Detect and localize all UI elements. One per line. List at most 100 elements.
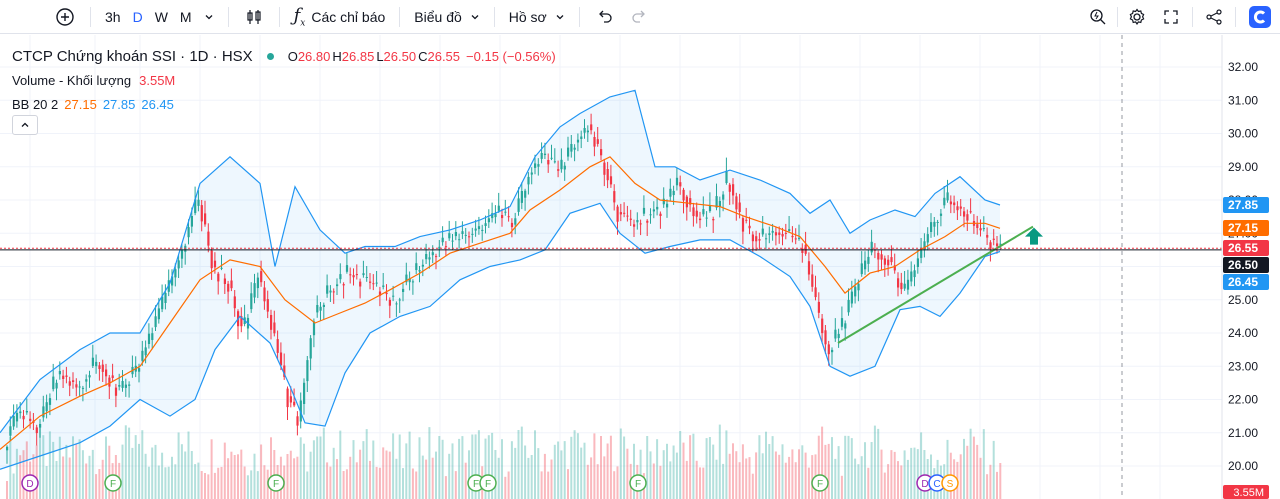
volume-bar [514, 447, 517, 499]
volume-bar [623, 436, 626, 499]
interval-d[interactable]: D [132, 8, 143, 25]
volume-bar [312, 440, 315, 499]
brand-logo[interactable] [1240, 0, 1280, 34]
candle-body [58, 371, 61, 375]
event-marker-label: D [921, 479, 928, 490]
candle-body [121, 381, 124, 388]
volume-bar [609, 435, 612, 499]
volume-bar [52, 441, 55, 499]
candle-body [784, 232, 787, 234]
candle-body [850, 291, 853, 304]
volume-bar [448, 453, 451, 499]
candle-body [840, 318, 844, 327]
candle-body [425, 254, 428, 260]
volume-bar [646, 436, 649, 499]
interval-m[interactable]: M [179, 8, 192, 25]
event-marker-f [811, 474, 829, 492]
candle-body [702, 209, 705, 215]
candle-body [771, 230, 774, 233]
price-tag [1223, 257, 1269, 273]
symbol-title[interactable]: CTCP Chứng khoán SSI · 1D · HSX [12, 47, 253, 65]
volume-bar [920, 432, 923, 499]
interval-w[interactable]: W [154, 8, 168, 25]
volume-value: 3.55M [139, 72, 176, 88]
bb-lower-line [0, 202, 1001, 470]
divider [227, 6, 229, 27]
volume-bar [355, 462, 358, 499]
open-label: O [287, 48, 298, 64]
volume-bar [550, 459, 553, 499]
candle-body [474, 228, 477, 231]
volume-bar [200, 471, 203, 499]
volume-bar [844, 435, 847, 499]
candle-body [939, 213, 943, 216]
candle-body [857, 283, 860, 291]
candle-body [507, 216, 510, 218]
divider [1235, 7, 1236, 27]
candle-body [296, 416, 299, 426]
candle-body [263, 287, 266, 302]
candle-body [138, 368, 141, 372]
volume-bar [171, 456, 173, 499]
profile-button[interactable]: Hồ sơ [503, 0, 571, 34]
add-symbol-button[interactable] [48, 0, 82, 34]
volume-bar [699, 467, 701, 499]
volume-label[interactable]: Volume - Khối lượng [12, 72, 132, 88]
candle-body [623, 212, 626, 214]
volume-bar [834, 458, 837, 499]
volume-bar [349, 456, 352, 499]
candle-body [586, 130, 589, 133]
candle-body [831, 349, 834, 353]
bb-label[interactable]: BB 20 2 [12, 96, 59, 112]
event-marker-label: F [635, 479, 641, 490]
candle-body [197, 199, 200, 206]
price-chart[interactable]: DFFFFFFDCS32.0031.0030.0029.0028.0027.00… [0, 35, 1280, 499]
interval-dropdown-chevron-icon[interactable] [198, 9, 220, 25]
chevron-up-icon [21, 122, 29, 127]
indicators-button[interactable]: ƒx Các chỉ báo [288, 0, 392, 34]
undo-button[interactable] [588, 0, 622, 34]
candle-body [982, 228, 985, 230]
candle-body [817, 301, 820, 313]
volume-bar [728, 453, 731, 499]
price-tag [1223, 240, 1269, 256]
candle-body [42, 406, 45, 418]
collapse-legend-button[interactable] [12, 115, 38, 135]
volume-bar [794, 462, 797, 499]
candle-body [517, 198, 520, 212]
quick-search-button[interactable] [1081, 0, 1115, 34]
interval-3h[interactable]: 3h [105, 8, 121, 25]
candle-style-button[interactable] [237, 0, 271, 34]
candle-body [821, 318, 824, 334]
settings-button[interactable] [1120, 0, 1154, 34]
event-marker-f [267, 474, 285, 492]
volume-bar [124, 425, 127, 499]
redo-button[interactable] [622, 0, 656, 34]
price-axis-tick: 29.00 [1228, 160, 1258, 174]
volume-bar [765, 431, 767, 499]
volume-bar [147, 466, 150, 499]
candle-body [405, 274, 408, 283]
chevron-down-icon [471, 14, 479, 19]
fullscreen-button[interactable] [1154, 0, 1188, 34]
volume-bar [510, 441, 513, 499]
volume-bar [685, 460, 688, 499]
volume-bar [85, 463, 88, 499]
candle-body [699, 218, 702, 221]
volume-bar [543, 453, 546, 499]
volume-bar [256, 471, 259, 499]
candle-body [289, 396, 292, 403]
chart-type-button[interactable]: Biểu đồ [408, 0, 485, 34]
volume-bar [461, 436, 464, 499]
candle-body [854, 286, 857, 297]
share-button[interactable] [1197, 0, 1231, 34]
candle-body [930, 222, 933, 232]
candle-body [758, 239, 761, 241]
volume-bar [867, 467, 870, 499]
volume-bar [428, 427, 431, 499]
candle-body [992, 238, 995, 240]
volume-bar [946, 439, 949, 499]
volume-bar [969, 428, 972, 499]
candle-body [883, 258, 886, 265]
candle-body [240, 316, 243, 327]
